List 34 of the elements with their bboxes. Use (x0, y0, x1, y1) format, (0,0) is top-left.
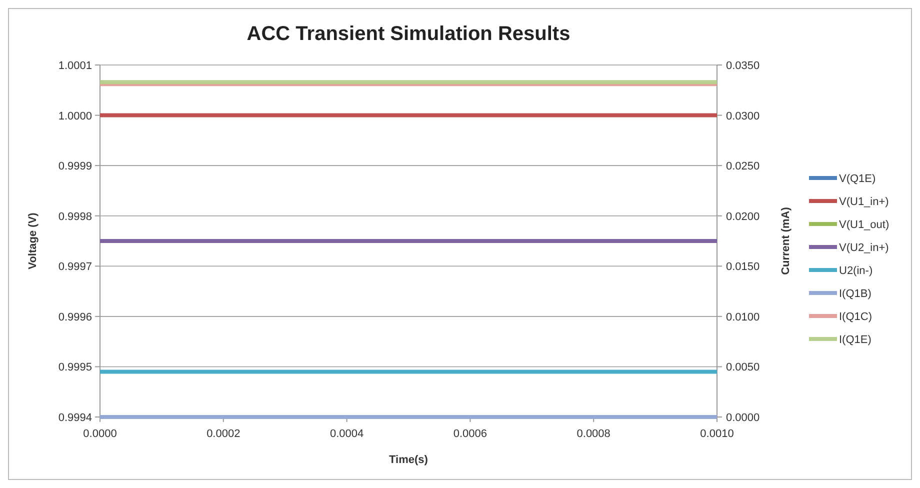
x-tick-label: 0.0000 (83, 428, 117, 440)
y-tick-label: 0.9997 (58, 261, 92, 274)
y2-tick-label: 0.0100 (726, 311, 760, 324)
y-tick-label: 1.0000 (58, 110, 92, 122)
x-tick-label: 0.0002 (206, 428, 240, 440)
x-tick-label: 0.0010 (700, 428, 734, 440)
legend-label: I(Q1E) (839, 334, 872, 346)
y-tick-label: 0.9994 (58, 412, 92, 424)
y-tick-label: 0.9998 (58, 210, 92, 223)
y2-tick-label: 0.0050 (726, 362, 760, 374)
legend-label: V(Q1E) (839, 173, 876, 185)
y2-tick-label: 0.0350 (726, 60, 760, 72)
y2-tick-label: 0.0150 (726, 261, 760, 274)
legend-label: V(U1_in+) (839, 196, 889, 208)
x-tick-label: 0.0004 (330, 428, 364, 440)
y-axis-title: Voltage (V) (27, 212, 39, 270)
y2-axis-title: Current (mA) (780, 206, 792, 275)
legend-label: V(U2_in+) (839, 242, 889, 254)
x-axis-title: Time(s) (389, 454, 428, 466)
legend-label: U2(in-) (839, 265, 873, 277)
y-tick-label: 0.9999 (58, 160, 92, 173)
x-tick-label: 0.0008 (576, 428, 610, 440)
y2-tick-label: 0.0000 (726, 412, 760, 424)
y2-tick-label: 0.0300 (726, 110, 760, 122)
y-tick-label: 0.9996 (58, 311, 92, 324)
y2-tick-label: 0.0200 (726, 210, 760, 223)
legend-label: I(Q1B) (839, 288, 872, 300)
y2-tick-label: 0.0250 (726, 160, 760, 173)
y-tick-label: 0.9995 (58, 362, 92, 374)
legend-label: I(Q1C) (839, 311, 872, 323)
x-tick-label: 0.0006 (453, 428, 488, 440)
legend-label: V(U1_out) (839, 219, 890, 231)
y-tick-label: 1.0001 (58, 60, 92, 72)
chart-title: ACC Transient Simulation Results (246, 23, 570, 45)
